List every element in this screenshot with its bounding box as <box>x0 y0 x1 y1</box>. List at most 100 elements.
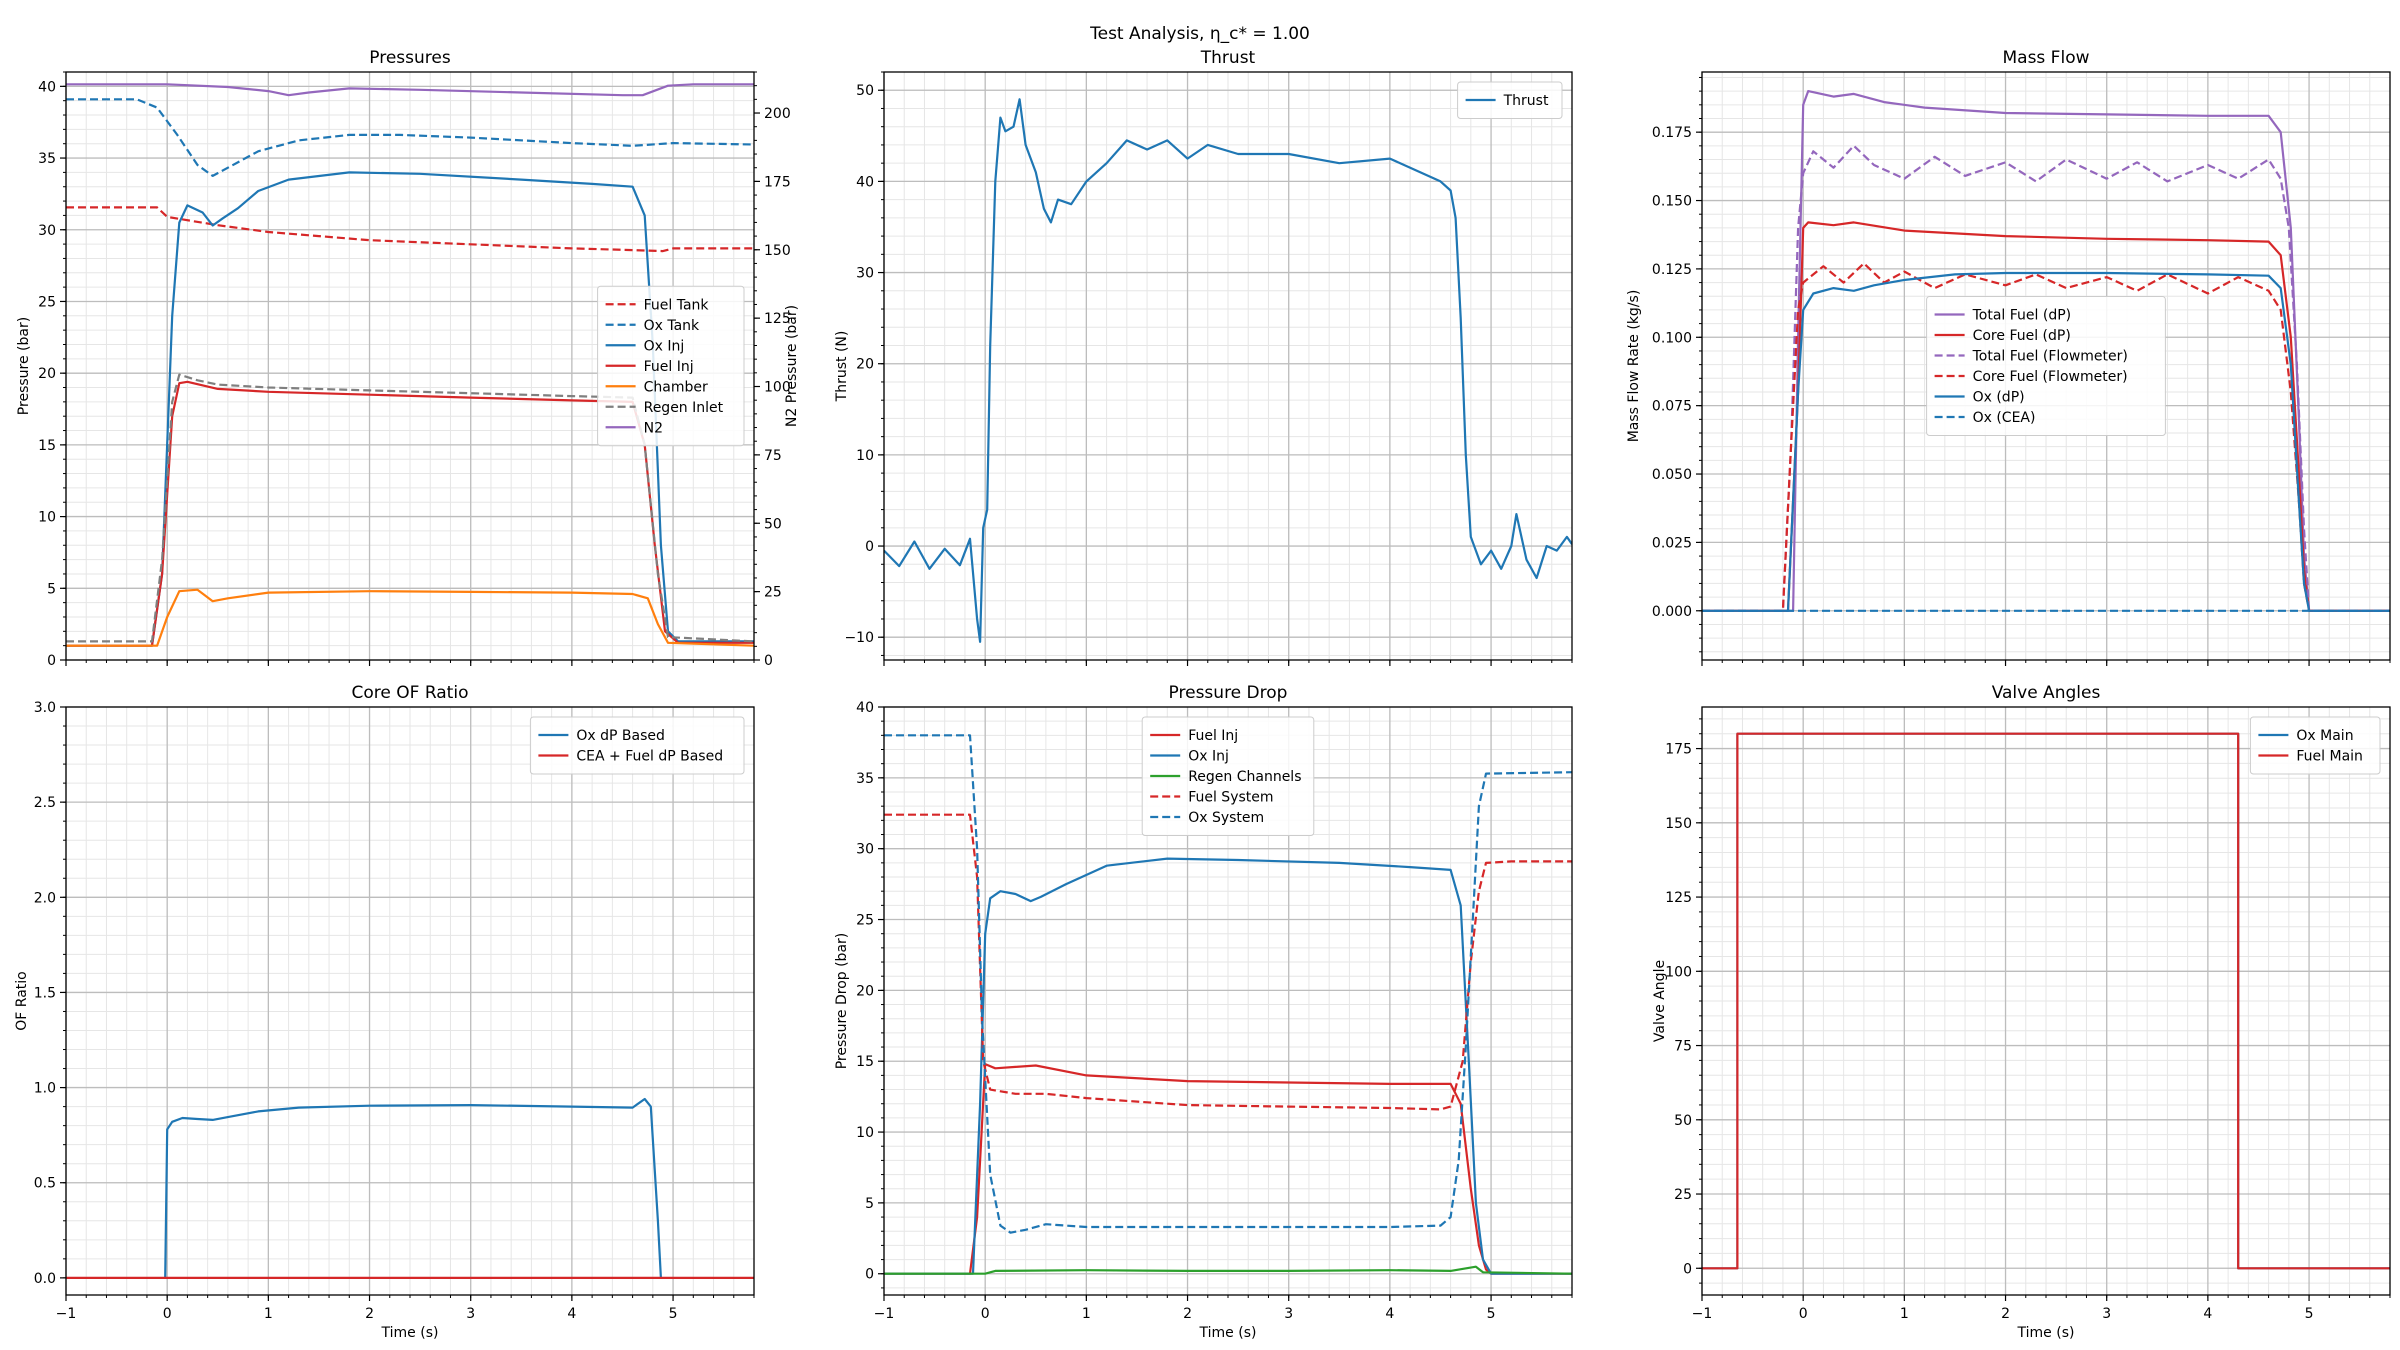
y-tick-label: 0.050 <box>1652 467 1692 483</box>
y-tick-label: 15 <box>856 1054 874 1070</box>
y-tick-label: 25 <box>1674 1187 1692 1203</box>
legend-label: Fuel Inj <box>1188 728 1238 744</box>
y-tick-label: 0 <box>1683 1261 1692 1277</box>
y-tick-label: 10 <box>856 1125 874 1141</box>
y-tick-label: 25 <box>38 294 56 310</box>
series-line-thrust <box>884 98 1572 643</box>
series-line-fuel-tank <box>66 206 754 253</box>
y-tick-label: 1.0 <box>34 1081 56 1097</box>
x-tick-label: 3 <box>2102 1306 2111 1322</box>
series-line-regen-inlet <box>66 373 754 643</box>
x-tick-label: 4 <box>1385 1306 1394 1322</box>
y-tick-label: 35 <box>38 151 56 167</box>
legend-box <box>1457 81 1563 119</box>
y-tick-label: 0.100 <box>1652 330 1692 346</box>
x-tick-label: 0 <box>163 1306 172 1322</box>
y-tick-label: 30 <box>856 266 874 282</box>
series-line-ox-dp- <box>1702 271 2390 612</box>
legend-label: Thrust <box>1503 93 1549 109</box>
y-tick-label: 150 <box>1665 816 1692 832</box>
x-axis-label: Time (s) <box>1199 1325 1257 1341</box>
y-tick-label: 50 <box>856 83 874 99</box>
y-tick-label: 0.075 <box>1652 399 1692 415</box>
y-tick-label: 40 <box>38 79 56 95</box>
legend-label: CEA + Fuel dP Based <box>576 749 723 765</box>
legend-label: Regen Inlet <box>644 400 724 416</box>
y-tick-label: 1.5 <box>34 985 56 1001</box>
y-tick-label: 75 <box>1674 1039 1692 1055</box>
y-tick-label: 5 <box>865 1196 874 1212</box>
x-tick-label: 4 <box>2203 1306 2212 1322</box>
legend-label: N2 <box>644 420 663 436</box>
y-tick-label: 125 <box>1665 890 1692 906</box>
y-tick-label: 20 <box>856 983 874 999</box>
y-tick-label: 175 <box>1665 742 1692 758</box>
y-tick-label: 100 <box>1665 964 1692 980</box>
legend: Ox dP Based CEA + Fuel dP Based <box>529 716 745 775</box>
legend-label: Chamber <box>644 379 708 395</box>
chart-title: Thrust <box>1200 48 1256 68</box>
y-tick-label: 0.150 <box>1652 194 1692 210</box>
legend: Ox Main Fuel Main <box>2249 716 2381 775</box>
y-tick-label: 0.5 <box>34 1176 56 1192</box>
y-tick-label: 20 <box>856 357 874 373</box>
y-tick-label: 15 <box>38 438 56 454</box>
x-axis-label: Time (s) <box>2017 1325 2075 1341</box>
y2-tick-label: 150 <box>764 243 791 259</box>
x-tick-label: −1 <box>874 1306 895 1322</box>
legend: Thrust <box>1457 81 1563 119</box>
y2-tick-label: 100 <box>764 380 791 396</box>
y2-tick-label: 125 <box>764 311 791 327</box>
legend-label: Ox Main <box>2296 728 2353 744</box>
y-tick-label: 40 <box>856 700 874 716</box>
series-line-fuel-inj <box>884 1063 1572 1275</box>
y2-tick-label: 200 <box>764 106 791 122</box>
y-tick-label: 0.125 <box>1652 262 1692 278</box>
y-axis-label: Mass Flow Rate (kg/s) <box>1626 290 1642 443</box>
chart-pressuredrop: −1 0 1 2 3 4 5 0 5 10 15 20 25 30 35 40 Pressure Drop Pre… <box>834 683 1573 1341</box>
series-line-ox-inj <box>884 857 1572 1275</box>
legend-label: Total Fuel (dP) <box>1972 308 2072 324</box>
x-tick-label: −1 <box>1692 1306 1713 1322</box>
y-tick-label: 50 <box>1674 1113 1692 1129</box>
legend-box <box>2249 716 2381 775</box>
y2-tick-label: 50 <box>764 516 782 532</box>
x-tick-label: 1 <box>264 1306 273 1322</box>
y-tick-label: 25 <box>856 913 874 929</box>
series-line-total-fuel-dp- <box>1702 90 2390 612</box>
y-tick-label: 0.000 <box>1652 604 1692 620</box>
series-line-regen-channels <box>884 1265 1572 1275</box>
series-line-n2 <box>66 83 754 97</box>
chart-title: Pressures <box>369 48 451 68</box>
y-tick-label: 5 <box>47 581 56 597</box>
y2-tick-label: 25 <box>764 585 782 601</box>
legend-box <box>1141 716 1315 836</box>
legend-label: Core Fuel (Flowmeter) <box>1973 369 2128 385</box>
legend-label: Core Fuel (dP) <box>1973 328 2071 344</box>
x-tick-label: 0 <box>1799 1306 1808 1322</box>
x-tick-label: 2 <box>365 1306 374 1322</box>
y-axis-label: Pressure (bar) <box>16 317 32 415</box>
legend: Fuel Inj Ox Inj Regen Channels Fuel System O… <box>1141 716 1315 836</box>
y-tick-label: 10 <box>856 448 874 464</box>
legend-label: Ox (CEA) <box>1973 410 2036 426</box>
y-tick-label: 40 <box>856 174 874 190</box>
legend-label: Ox Inj <box>644 338 685 354</box>
y-tick-label: 35 <box>856 771 874 787</box>
x-tick-label: 3 <box>466 1306 475 1322</box>
legend-box <box>529 716 745 775</box>
x-axis-label: Time (s) <box>381 1325 439 1341</box>
series-line-ox-system <box>884 734 1572 1234</box>
y-tick-label: 3.0 <box>34 700 56 716</box>
chart-title: Valve Angles <box>1992 683 2101 703</box>
y-axis-label: Pressure Drop (bar) <box>834 933 850 1070</box>
series-line-fuel-main <box>1702 732 2390 1270</box>
x-tick-label: 2 <box>1183 1306 1192 1322</box>
chart-title: Pressure Drop <box>1169 683 1288 703</box>
series-line-ox-dp-based <box>164 1097 662 1278</box>
series-line-core-fuel-dp- <box>1702 221 2390 612</box>
legend-label: Ox Tank <box>644 318 700 334</box>
y-tick-label: 2.5 <box>34 795 56 811</box>
y-tick-label: 10 <box>38 510 56 526</box>
